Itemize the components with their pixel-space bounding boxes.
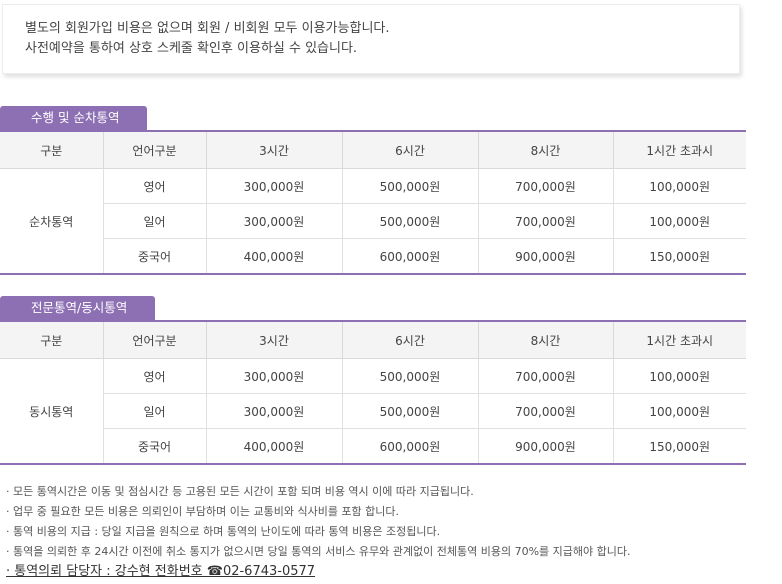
table-row: 중국어 400,000원 600,000원 900,000원 150,000원: [0, 428, 746, 465]
notice-line-2: 사전예약을 통하여 상호 스케줄 확인후 이용하실 수 있습니다.: [25, 41, 358, 56]
price-cell: 400,000원: [205, 428, 343, 465]
header-cell: 6시간: [341, 320, 479, 359]
notice-box: 별도의 회원가입 비용은 없으며 회원 / 비회원 모두 이용가능합니다. 사전…: [2, 4, 740, 74]
header-cell: 1시간 초과시: [612, 320, 746, 359]
price-cell: 100,000원: [612, 393, 746, 429]
header-cell: 6시간: [341, 130, 479, 169]
price-cell: 150,000원: [612, 238, 746, 275]
price-cell: 100,000원: [612, 203, 746, 239]
price-cell: 150,000원: [612, 428, 746, 465]
section-simultaneous: 전문통역/동시통역 구분 언어구분 3시간 6시간 8시간 1시간 초과시 동시…: [0, 296, 746, 465]
section-consecutive: 수행 및 순차통역 구분 언어구분 3시간 6시간 8시간 1시간 초과시 순차…: [0, 106, 746, 275]
header-cell: 구분: [0, 130, 104, 169]
price-table: 구분 언어구분 3시간 6시간 8시간 1시간 초과시 순차통역 영어 300,…: [0, 130, 746, 275]
language-cell: 영어: [102, 358, 207, 394]
table-header-row: 구분 언어구분 3시간 6시간 8시간 1시간 초과시: [0, 130, 746, 169]
price-cell: 300,000원: [205, 203, 343, 239]
header-cell: 8시간: [477, 320, 614, 359]
table-row: 동시통역 영어 300,000원 500,000원 700,000원 100,0…: [0, 358, 746, 465]
price-cell: 500,000원: [341, 203, 479, 239]
notice-line-1: 별도의 회원가입 비용은 없으며 회원 / 비회원 모두 이용가능합니다.: [25, 21, 390, 36]
table-header-row: 구분 언어구분 3시간 6시간 8시간 1시간 초과시: [0, 320, 746, 359]
section-tab: 전문통역/동시통역: [0, 296, 156, 320]
header-cell: 1시간 초과시: [612, 130, 746, 169]
price-cell: 900,000원: [477, 428, 614, 465]
price-cell: 700,000원: [477, 168, 614, 204]
header-cell: 언어구분: [102, 320, 207, 359]
contact-info: · 통역의뢰 담당자 : 강수현 전화번호 ☎02-6743-0577: [6, 564, 316, 579]
language-cell: 중국어: [103, 428, 207, 465]
price-cell: 100,000원: [612, 358, 746, 394]
language-cell: 중국어: [103, 238, 207, 275]
header-cell: 구분: [0, 320, 104, 359]
price-cell: 500,000원: [341, 168, 479, 204]
price-table: 구분 언어구분 3시간 6시간 8시간 1시간 초과시 동시통역 영어 300,…: [0, 320, 746, 465]
notes-list: · 모든 통역시간은 이동 및 점심시간 등 고용된 모든 시간이 포함 되며 …: [6, 482, 631, 582]
table-row: 순차통역 영어 300,000원 500,000원 700,000원 100,0…: [0, 168, 746, 275]
table-row: 일어 300,000원 500,000원 700,000원 100,000원: [0, 393, 746, 429]
price-cell: 300,000원: [205, 168, 343, 204]
price-cell: 700,000원: [477, 203, 614, 239]
language-cell: 영어: [102, 168, 207, 204]
note-item: · 모든 통역시간은 이동 및 점심시간 등 고용된 모든 시간이 포함 되며 …: [6, 485, 474, 498]
table-row: 중국어 400,000원 600,000원 900,000원 150,000원: [0, 238, 746, 275]
table-row: 일어 300,000원 500,000원 700,000원 100,000원: [0, 203, 746, 239]
price-cell: 500,000원: [341, 358, 479, 394]
price-cell: 100,000원: [612, 168, 746, 204]
price-cell: 700,000원: [477, 358, 614, 394]
language-cell: 일어: [103, 203, 207, 239]
header-cell: 8시간: [477, 130, 614, 169]
price-cell: 700,000원: [477, 393, 614, 429]
price-cell: 600,000원: [341, 428, 479, 465]
header-cell: 3시간: [205, 320, 343, 359]
header-cell: 언어구분: [102, 130, 207, 169]
language-cell: 일어: [103, 393, 207, 429]
price-cell: 300,000원: [205, 358, 343, 394]
price-cell: 300,000원: [205, 393, 343, 429]
note-item: · 통역을 의뢰한 후 24시간 이전에 취소 통지가 없으시면 당일 통역의 …: [6, 545, 631, 558]
note-item: · 통역 비용의 지급 : 당일 지급을 원칙으로 하며 통역의 난이도에 따라…: [6, 525, 441, 538]
section-tab: 수행 및 순차통역: [0, 106, 148, 130]
group-cell: 순차통역: [0, 168, 104, 275]
price-cell: 900,000원: [477, 238, 614, 275]
price-cell: 600,000원: [341, 238, 479, 275]
group-cell: 동시통역: [0, 358, 104, 465]
price-cell: 500,000원: [341, 393, 479, 429]
note-item: · 업무 중 필요한 모든 비용은 의뢰인이 부담하며 이는 교통비와 식사비를…: [6, 505, 400, 518]
header-cell: 3시간: [205, 130, 343, 169]
price-cell: 400,000원: [205, 238, 343, 275]
